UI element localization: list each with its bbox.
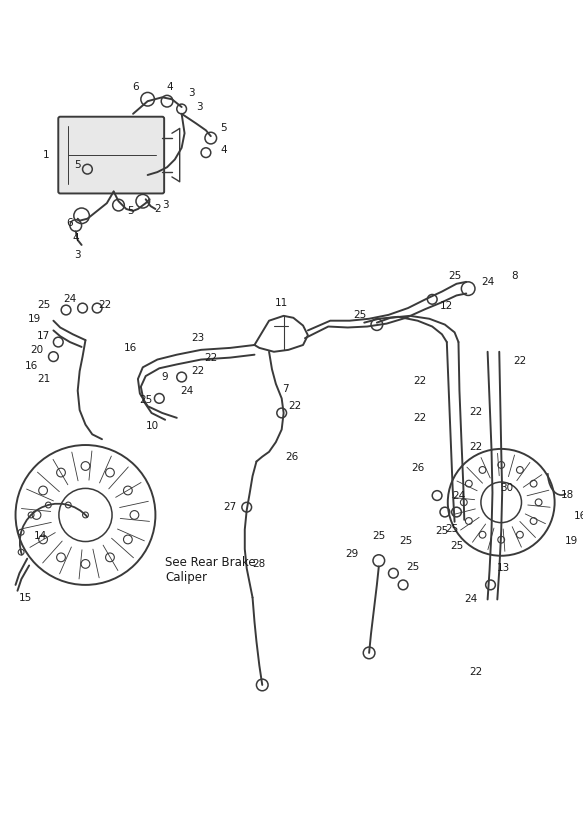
- FancyBboxPatch shape: [58, 117, 164, 194]
- Text: 19: 19: [564, 536, 578, 546]
- Text: 15: 15: [19, 592, 32, 602]
- Text: 22: 22: [99, 300, 111, 310]
- Text: 22: 22: [289, 401, 302, 411]
- Text: 27: 27: [223, 502, 237, 513]
- Text: 3: 3: [162, 200, 168, 210]
- Text: 22: 22: [204, 353, 217, 363]
- Text: 23: 23: [192, 333, 205, 343]
- Text: 3: 3: [75, 250, 81, 260]
- Text: 21: 21: [37, 374, 50, 384]
- Text: 16: 16: [574, 511, 583, 521]
- Text: 24: 24: [64, 294, 76, 304]
- Text: 18: 18: [561, 489, 574, 499]
- Text: 22: 22: [413, 413, 426, 423]
- Text: 16: 16: [124, 343, 137, 353]
- Text: 7: 7: [282, 384, 289, 394]
- Text: 16: 16: [24, 362, 38, 372]
- Text: 8: 8: [511, 271, 518, 281]
- Text: 22: 22: [469, 407, 483, 417]
- Text: 5: 5: [75, 161, 81, 171]
- Text: 30: 30: [500, 483, 514, 493]
- Text: 24: 24: [481, 277, 494, 287]
- Text: 3: 3: [188, 88, 195, 98]
- Text: 22: 22: [513, 357, 526, 367]
- Text: 22: 22: [192, 366, 205, 377]
- Text: 10: 10: [146, 420, 159, 431]
- Text: 6: 6: [66, 218, 73, 227]
- Text: 25: 25: [448, 271, 461, 281]
- Text: 25: 25: [353, 310, 366, 320]
- Text: 20: 20: [30, 344, 44, 355]
- Text: 6: 6: [133, 82, 139, 91]
- Text: See Rear Brake
Caliper: See Rear Brake Caliper: [165, 555, 256, 583]
- Text: 26: 26: [411, 463, 424, 473]
- Text: 17: 17: [37, 331, 50, 341]
- Text: 26: 26: [285, 452, 298, 461]
- Text: 9: 9: [162, 372, 168, 382]
- Text: 25: 25: [436, 527, 448, 536]
- Text: 3: 3: [196, 102, 202, 112]
- Text: 22: 22: [469, 667, 483, 677]
- Text: 13: 13: [497, 564, 510, 574]
- Text: 22: 22: [469, 442, 483, 452]
- Text: 25: 25: [406, 563, 419, 573]
- Text: 5: 5: [220, 124, 227, 133]
- Text: 22: 22: [413, 376, 426, 386]
- Text: 25: 25: [372, 531, 385, 541]
- Text: 28: 28: [252, 559, 266, 569]
- Text: 24: 24: [180, 386, 193, 396]
- Text: 4: 4: [167, 82, 173, 91]
- Text: 1: 1: [43, 150, 50, 160]
- Text: 24: 24: [452, 490, 465, 500]
- Text: 4: 4: [72, 233, 79, 243]
- Text: 12: 12: [440, 301, 454, 311]
- Text: 19: 19: [27, 314, 41, 324]
- Text: 4: 4: [220, 145, 227, 155]
- Text: 11: 11: [275, 298, 289, 308]
- Text: 25: 25: [37, 300, 50, 310]
- Text: 14: 14: [34, 531, 47, 541]
- Text: 2: 2: [154, 204, 161, 214]
- Text: 29: 29: [345, 549, 358, 559]
- Text: 25: 25: [445, 523, 458, 534]
- Text: 25: 25: [450, 541, 463, 551]
- Text: 25: 25: [399, 536, 413, 546]
- Text: 24: 24: [465, 594, 477, 605]
- Text: 5: 5: [127, 206, 134, 216]
- Text: 25: 25: [139, 396, 152, 405]
